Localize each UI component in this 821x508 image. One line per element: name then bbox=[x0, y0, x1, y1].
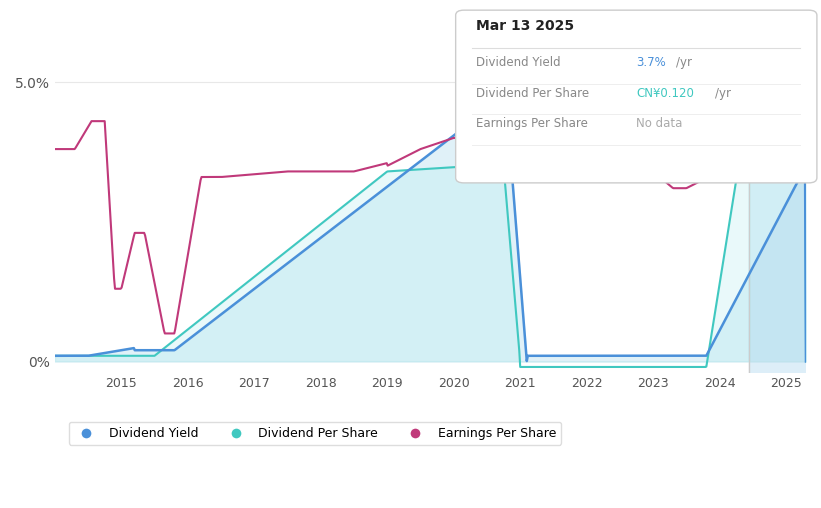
Text: CN¥0.120: CN¥0.120 bbox=[636, 86, 694, 100]
Bar bbox=[750, 15, 806, 372]
Text: 3.7%: 3.7% bbox=[636, 56, 666, 69]
Text: Past: Past bbox=[753, 93, 779, 106]
Text: Dividend Per Share: Dividend Per Share bbox=[476, 86, 589, 100]
Text: Earnings Per Share: Earnings Per Share bbox=[476, 117, 588, 130]
Text: /yr: /yr bbox=[715, 86, 731, 100]
Legend: Dividend Yield, Dividend Per Share, Earnings Per Share: Dividend Yield, Dividend Per Share, Earn… bbox=[69, 422, 562, 445]
Text: No data: No data bbox=[636, 117, 682, 130]
Text: Mar 13 2025: Mar 13 2025 bbox=[476, 19, 575, 34]
Text: Dividend Yield: Dividend Yield bbox=[476, 56, 561, 69]
Text: /yr: /yr bbox=[676, 56, 691, 69]
